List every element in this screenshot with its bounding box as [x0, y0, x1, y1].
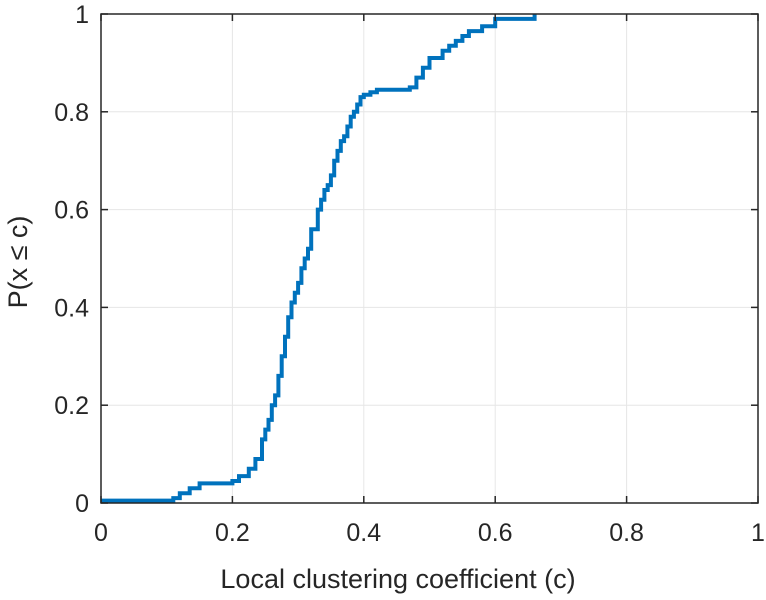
y-tick-label: 0.2	[54, 392, 89, 420]
axes-frame	[100, 13, 759, 504]
tick-marks	[100, 13, 759, 504]
x-tick-label: 0.6	[478, 519, 513, 547]
x-tick-label: 0	[94, 519, 108, 547]
x-tick-label: 0.2	[215, 519, 250, 547]
plot-area	[101, 14, 758, 503]
y-tick-label: 0.8	[54, 99, 89, 127]
cdf-line	[101, 14, 537, 503]
x-axis-label: Local clustering coefficient (c)	[220, 564, 575, 594]
x-tick-label: 0.4	[346, 519, 381, 547]
x-tick-label: 0.8	[609, 519, 644, 547]
y-axis-label: P(x ≤ c)	[3, 216, 33, 309]
x-tick-label: 1	[751, 519, 765, 547]
y-tick-label: 0.6	[54, 197, 89, 225]
y-tick-label: 1	[75, 1, 89, 29]
y-tick-label: 0.4	[54, 294, 89, 322]
y-tick-label: 0	[75, 490, 89, 518]
y-tick-labels: 0 0.2 0.4 0.6 0.8 1	[54, 1, 89, 518]
x-tick-labels: 0 0.2 0.4 0.6 0.8 1	[94, 519, 765, 547]
